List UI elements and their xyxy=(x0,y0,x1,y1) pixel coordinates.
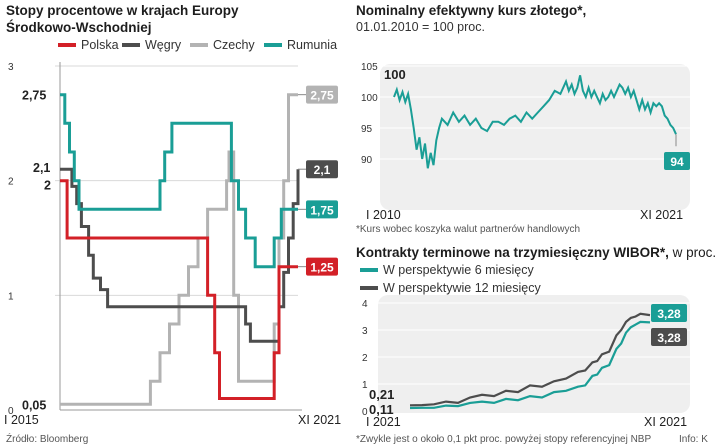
right-bottom-end-badge-12m-box xyxy=(651,328,687,346)
right-bottom-ytick-label: 4 xyxy=(362,299,368,310)
right-bottom-ytick-label: 0 xyxy=(362,407,368,418)
left-x-start-label: I 2015 xyxy=(4,413,39,427)
right-top-x-end-label: XI 2021 xyxy=(640,208,683,222)
left-ytick-label: 1 xyxy=(8,291,14,302)
left-ytick-label: 3 xyxy=(8,62,14,73)
legend-polska-swatch xyxy=(58,42,76,47)
left-x-end-label: XI 2021 xyxy=(298,413,341,427)
source-note: Źródło: Bloomberg xyxy=(6,434,89,445)
right-top-end-label: 94 xyxy=(670,155,684,169)
right-top-ytick-label: 100 xyxy=(361,93,378,104)
left-end-label-rumunia-box xyxy=(306,200,338,219)
right-top-ytick-label: 90 xyxy=(361,155,373,166)
legend-wibor-6m: W perspektywie 6 miesięcy xyxy=(360,263,534,277)
left-start-label-2-1: 2,1 xyxy=(33,161,50,175)
left-ytick-label: 0 xyxy=(8,406,14,417)
right-top-series-line xyxy=(393,75,677,169)
legend-wibor-12m-label: W perspektywie 12 miesięcy xyxy=(383,281,541,295)
left-end-label-węgry-box xyxy=(306,160,338,179)
right-bottom-ytick-label: 1 xyxy=(362,380,368,391)
right-top-ytick-label: 95 xyxy=(361,124,373,135)
legend-czechy: Czechy xyxy=(190,38,255,52)
right-bottom-end-label-12m: 3,28 xyxy=(657,331,681,345)
right-top-start-label: 100 xyxy=(384,67,406,82)
left-title-line2: Środkowo-Wschodniej xyxy=(6,20,152,35)
legend-wibor-6m-swatch xyxy=(360,267,378,272)
legend-rumunia-label: Rumunia xyxy=(287,38,338,52)
right-top-panel xyxy=(380,64,690,210)
legend-wibor-12m: W perspektywie 12 miesięcy xyxy=(360,281,541,295)
left-series-rumunia xyxy=(60,93,298,269)
right-top-end-badge-box xyxy=(664,152,690,170)
right-bottom-series-1 xyxy=(409,312,651,407)
left-start-label-2: 2 xyxy=(44,179,51,193)
right-top-x-start-label: I 2010 xyxy=(366,208,401,222)
left-start-label-2-75: 2,75 xyxy=(22,89,46,103)
right-top-title: Nominalny efektywny kurs złotego*, xyxy=(356,3,587,18)
right-bottom-ytick-label: 2 xyxy=(362,353,368,364)
right-top-ytick-label: 105 xyxy=(361,62,378,73)
legend-wibor-6m-label: W perspektywie 6 miesięcy xyxy=(383,263,534,277)
legend-wegry: Węgry xyxy=(122,38,181,52)
left-title-line1: Stopy procentowe w krajach Europy xyxy=(6,3,239,18)
right-top-subtitle: 01.01.2010 = 100 proc. xyxy=(356,20,485,34)
left-start-label-0-05: 0,05 xyxy=(22,398,46,412)
left-series-polska xyxy=(60,179,298,400)
right-bottom-footnote: *Zwykle jest o około 0,1 pkt proc. powyż… xyxy=(356,434,652,445)
legend-polska-label: Polska xyxy=(81,38,119,52)
right-bottom-start-label-6m: 0,11 xyxy=(369,402,394,417)
legend-rumunia-swatch xyxy=(264,42,282,47)
right-bottom-start-label-12m: 0,21 xyxy=(369,387,394,402)
legend-czechy-label: Czechy xyxy=(213,38,255,52)
left-end-label-węgry: 2,1 xyxy=(314,163,331,177)
legend-czechy-swatch xyxy=(190,42,208,47)
left-series-czechy xyxy=(60,93,298,406)
left-ytick-label: 2 xyxy=(8,177,14,188)
info-credit: Info: K xyxy=(679,434,708,445)
legend-wegry-swatch xyxy=(122,42,140,47)
right-bottom-end-label-6m: 3,28 xyxy=(657,307,681,321)
right-bottom-series-0 xyxy=(409,320,651,410)
right-bottom-panel xyxy=(378,295,690,413)
left-end-label-rumunia: 1,75 xyxy=(310,203,334,217)
legend-wibor-12m-swatch xyxy=(360,285,378,290)
left-series-węgry xyxy=(60,167,300,343)
legend-polska: Polska xyxy=(58,38,119,52)
left-end-label-polska-box xyxy=(306,257,338,276)
right-bottom-end-badge-6m-box xyxy=(651,304,687,322)
left-end-label-polska: 1,25 xyxy=(310,261,334,275)
right-bottom-title-regular: w proc. xyxy=(668,245,717,260)
right-top-footnote: *Kurs wobec koszyka walut partnerów hand… xyxy=(356,224,580,235)
legend-rumunia: Rumunia xyxy=(264,38,337,52)
left-end-label-czechy: 2,75 xyxy=(310,89,334,103)
right-bottom-ytick-label: 3 xyxy=(362,326,368,337)
right-bottom-x-start-label: I 2021 xyxy=(366,415,401,429)
right-bottom-x-end-label: XI 2021 xyxy=(644,415,687,429)
right-bottom-title: Kontrakty terminowe na trzymiesięczny WI… xyxy=(356,244,716,261)
legend-wegry-label: Węgry xyxy=(145,38,182,52)
right-bottom-title-bold: Kontrakty terminowe na trzymiesięczny WI… xyxy=(356,245,669,260)
left-end-label-czechy-box xyxy=(306,85,338,104)
